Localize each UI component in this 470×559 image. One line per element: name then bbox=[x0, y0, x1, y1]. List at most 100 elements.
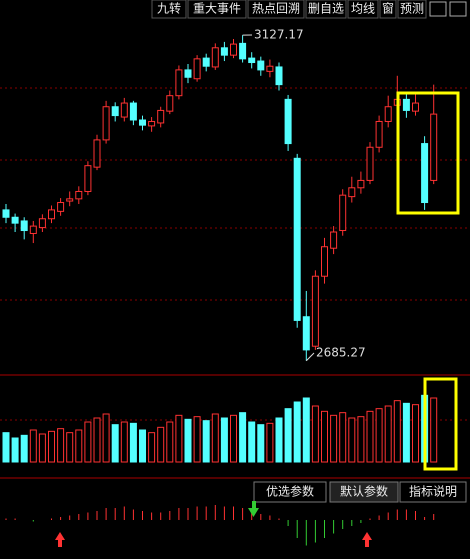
high-annotation: 3127.17 bbox=[254, 28, 304, 42]
candle-body bbox=[321, 246, 328, 277]
toolbar-button[interactable] bbox=[347, 0, 379, 19]
toolbar-button[interactable] bbox=[379, 0, 397, 19]
volume-bar bbox=[348, 417, 356, 463]
toolbar-button[interactable] bbox=[305, 0, 347, 19]
volume-bar bbox=[339, 412, 347, 463]
highlight-box bbox=[423, 377, 458, 471]
candle-body bbox=[402, 98, 410, 111]
candle-body bbox=[120, 102, 128, 118]
candle-body bbox=[284, 98, 292, 145]
tab-label[interactable]: 指标说明 bbox=[409, 484, 457, 499]
tab[interactable] bbox=[399, 481, 467, 503]
toolbar-label[interactable]: 窗 bbox=[382, 2, 394, 16]
candle-body bbox=[248, 57, 256, 64]
volume-bar bbox=[293, 401, 301, 463]
candle-body bbox=[302, 316, 310, 351]
volume-bar bbox=[120, 421, 128, 463]
volume-bar bbox=[321, 410, 328, 463]
candle-body bbox=[366, 146, 374, 181]
toolbar-label[interactable]: 均线 bbox=[351, 2, 375, 16]
volume-bar bbox=[330, 414, 338, 463]
candle-body bbox=[375, 120, 383, 148]
tab-label[interactable]: 优选参数 bbox=[266, 484, 314, 499]
candle-body bbox=[84, 165, 92, 192]
volume-bar bbox=[211, 413, 219, 463]
volume-bar bbox=[66, 432, 74, 463]
toolbar-label[interactable]: 重大事件 bbox=[193, 2, 241, 16]
volume-bar bbox=[175, 414, 183, 463]
volume-bar bbox=[111, 424, 119, 463]
candle-body bbox=[202, 57, 210, 67]
tab[interactable] bbox=[329, 481, 399, 503]
candle-body bbox=[20, 220, 28, 232]
volume-bar bbox=[57, 428, 65, 463]
volume-bar bbox=[357, 416, 365, 463]
candle-body bbox=[211, 47, 219, 68]
toolbar-label[interactable]: 热点回溯 bbox=[252, 1, 300, 16]
candle-body bbox=[311, 275, 319, 347]
candle-body bbox=[339, 194, 347, 232]
indicator-tabs: 优选参数 默认参数 指标说明 bbox=[253, 481, 467, 503]
toolbar-label[interactable]: 预测 bbox=[400, 2, 424, 16]
volume-bar bbox=[84, 421, 92, 463]
volume-bar bbox=[129, 422, 137, 463]
lock-icon[interactable] bbox=[429, 1, 447, 17]
candle-body bbox=[38, 218, 46, 229]
candle-body bbox=[48, 209, 55, 220]
volume-bar bbox=[193, 416, 201, 463]
volume-bar bbox=[139, 429, 146, 463]
candle-body bbox=[239, 42, 247, 60]
buy-arrow bbox=[55, 532, 65, 547]
candle-body bbox=[157, 109, 165, 124]
candle-body bbox=[384, 106, 392, 122]
candle-body bbox=[111, 106, 119, 117]
volume-bar bbox=[184, 418, 192, 463]
volume-bar bbox=[29, 429, 37, 463]
toolbar-label[interactable]: 删自选 bbox=[308, 2, 344, 16]
candle-body bbox=[93, 139, 101, 168]
volume-bar bbox=[166, 421, 174, 463]
volume-bar bbox=[275, 417, 283, 463]
window-icon[interactable] bbox=[449, 1, 467, 17]
volume-bar bbox=[20, 434, 28, 463]
tab[interactable] bbox=[253, 481, 327, 503]
candle-body bbox=[166, 95, 174, 112]
volume-bar bbox=[202, 420, 210, 463]
candle-body bbox=[184, 69, 192, 78]
toolbar: 九转 重大事件 热点回溯 删自选 均线窗预测 bbox=[151, 0, 467, 19]
candle-body bbox=[139, 119, 146, 126]
candle-body bbox=[29, 225, 37, 234]
volume-bar bbox=[148, 432, 156, 463]
volume-bar bbox=[239, 412, 247, 463]
volume-bar bbox=[230, 414, 237, 463]
volume-bar bbox=[284, 408, 292, 463]
toolbar-label[interactable]: 九转 bbox=[157, 1, 181, 16]
buy-arrow bbox=[362, 532, 372, 547]
candle-body bbox=[193, 58, 201, 80]
volume-bar bbox=[2, 432, 10, 463]
candle-body bbox=[220, 47, 228, 56]
volume-bar bbox=[302, 397, 310, 463]
candle-body bbox=[421, 143, 429, 204]
volume-bar bbox=[257, 424, 265, 463]
volume-bar bbox=[248, 421, 256, 463]
candle-body bbox=[2, 209, 10, 218]
tab-label[interactable]: 默认参数 bbox=[340, 484, 388, 499]
sell-arrow bbox=[248, 501, 259, 517]
candle-body bbox=[66, 198, 74, 202]
candle-body bbox=[257, 60, 265, 71]
candle-body bbox=[75, 190, 83, 200]
volume-bar bbox=[384, 405, 392, 463]
volume-bar bbox=[93, 417, 101, 463]
toolbar-button[interactable] bbox=[187, 0, 247, 19]
volume-bar bbox=[48, 430, 55, 463]
toolbar-button[interactable] bbox=[397, 0, 427, 19]
volume-bar bbox=[375, 408, 383, 463]
toolbar-button[interactable] bbox=[151, 0, 187, 19]
highlight-box bbox=[396, 91, 460, 215]
volume-bar bbox=[102, 413, 110, 463]
toolbar-button[interactable] bbox=[247, 0, 305, 19]
volume-bar bbox=[38, 433, 46, 463]
